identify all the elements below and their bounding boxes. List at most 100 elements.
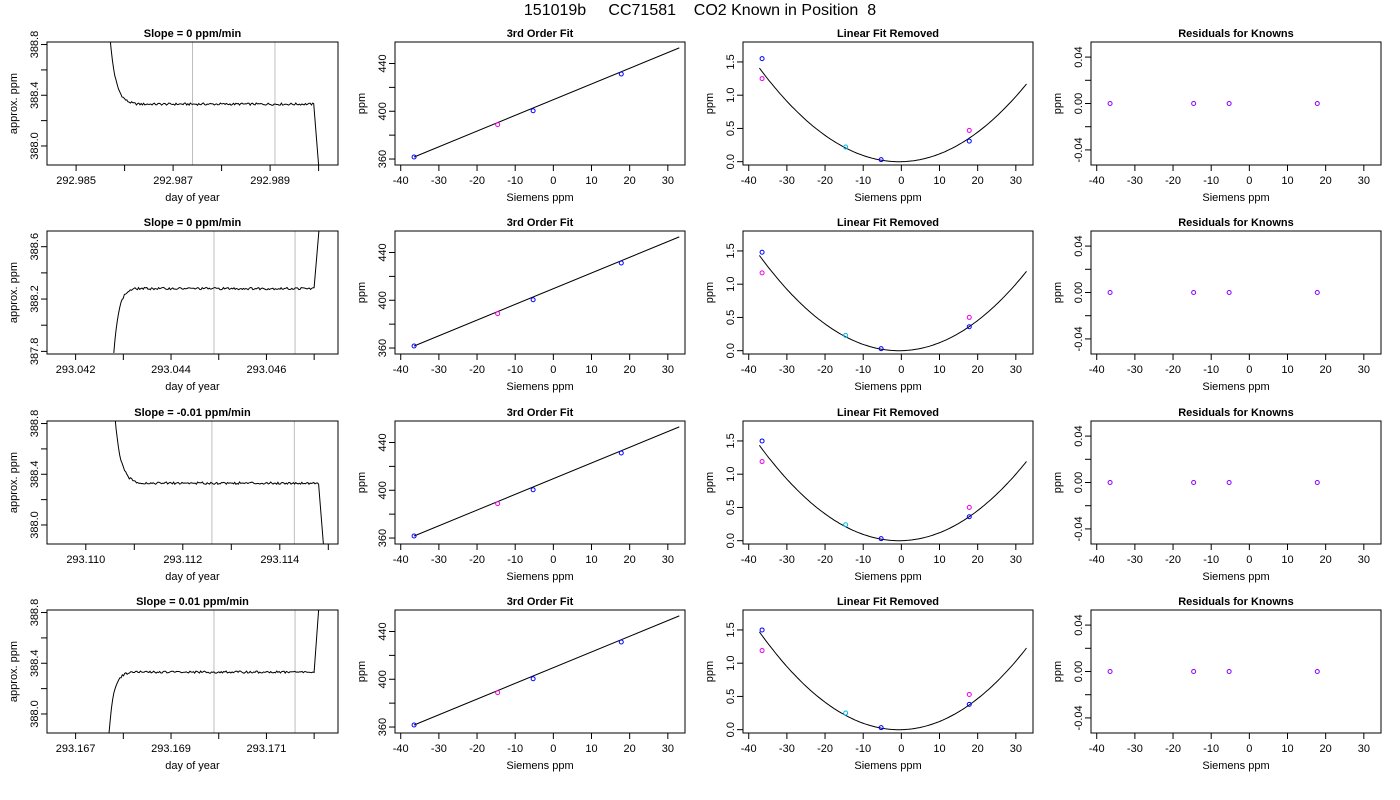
x-tick-label: -20 [469, 175, 485, 187]
x-axis-label: Siemens ppm [506, 760, 573, 772]
y-axis-label: ppm [1052, 661, 1064, 682]
panel-3: Linear Fit Removed -40 -30 -20 -10 0 10 20 30 0.0… [704, 28, 1034, 204]
y-tick-label: 1.5 [725, 54, 737, 69]
x-axis-label: day of year [165, 192, 220, 204]
x-tick-label: -20 [817, 175, 833, 187]
x-tick-label: -20 [469, 743, 485, 755]
x-tick-label: 293.110 [66, 554, 105, 566]
plot-area [108, 610, 320, 733]
x-tick-label: 293.112 [163, 554, 202, 566]
y-axis-label: ppm [356, 93, 368, 114]
y-tick-label: 0.04 [1073, 425, 1085, 446]
plot-area [411, 615, 680, 728]
panel-title: Residuals for Knowns [1178, 596, 1294, 608]
x-tick-label: -10 [507, 175, 523, 187]
y-tick-label: 400 [377, 481, 389, 499]
data-point [411, 533, 417, 539]
x-tick-label: -30 [1127, 175, 1143, 187]
x-tick-label: 0 [898, 175, 904, 187]
plot-frame [394, 609, 686, 734]
x-tick-label: -30 [431, 554, 447, 566]
plot-area [758, 627, 1027, 731]
panel-title: 3rd Order Fit [507, 596, 574, 608]
panel-title: Slope = 0 ppm/min [144, 217, 242, 229]
panel-7: Linear Fit Removed -40 -30 -20 -10 0 10 20 30 0.0… [704, 217, 1034, 393]
y-tick-label: 0.5 [725, 689, 737, 704]
data-point [759, 627, 765, 633]
y-tick-label: 0.0 [725, 722, 737, 737]
data-point [618, 260, 624, 266]
y-tick-label: 440 [377, 433, 389, 451]
x-tick-label: -10 [507, 743, 523, 755]
data-point [759, 249, 765, 255]
fit-line [413, 47, 680, 158]
data-point [759, 459, 765, 465]
y-tick-label: 0.5 [725, 310, 737, 325]
y-tick-label: 388.2 [29, 285, 41, 313]
y-tick-label: -0.04 [1073, 516, 1085, 541]
x-tick-label: 30 [662, 554, 674, 566]
x-tick-label: 20 [972, 554, 984, 566]
x-tick-label: -10 [855, 175, 871, 187]
data-point [759, 648, 765, 654]
plot-area [113, 231, 320, 354]
x-tick-label: 20 [972, 175, 984, 187]
analyzer-trace [108, 610, 320, 733]
data-point [759, 56, 765, 62]
x-tick-label: -10 [1203, 364, 1219, 376]
plot-frame [1090, 609, 1382, 734]
analyzer-trace [114, 421, 324, 544]
x-tick-label: -30 [431, 364, 447, 376]
fit-curve [758, 255, 1027, 352]
x-tick-label: 292.987 [153, 175, 193, 187]
data-point [530, 487, 536, 493]
y-tick-label: 0.0 [725, 343, 737, 358]
x-tick-label: -10 [855, 554, 871, 566]
x-tick-label: -40 [1089, 175, 1105, 187]
data-point [843, 144, 849, 150]
x-tick-label: 10 [933, 364, 945, 376]
panel-title: 3rd Order Fit [507, 28, 574, 40]
x-axis-label: Siemens ppm [854, 381, 921, 393]
data-point [411, 343, 417, 349]
x-tick-label: 10 [1281, 743, 1293, 755]
panel-title: Residuals for Knowns [1178, 28, 1294, 40]
plot-frame [742, 230, 1034, 355]
x-tick-label: 293.169 [151, 743, 191, 755]
panel-title: 3rd Order Fit [507, 217, 574, 229]
x-tick-label: 293.046 [247, 364, 287, 376]
x-tick-label: -20 [469, 364, 485, 376]
x-tick-label: -10 [1203, 554, 1219, 566]
y-tick-label: 0.5 [725, 121, 737, 136]
x-tick-label: 293.044 [151, 364, 191, 376]
plot-area [758, 56, 1027, 163]
x-axis-label: Siemens ppm [506, 192, 573, 204]
y-tick-label: 1.5 [725, 622, 737, 637]
panel-title: Linear Fit Removed [837, 407, 939, 419]
y-tick-label: 360 [377, 718, 389, 736]
x-axis-label: day of year [165, 381, 220, 393]
analyzer-trace [109, 42, 320, 165]
y-tick-label: 388.8 [29, 410, 41, 438]
plot-frame [394, 41, 686, 166]
y-tick-label: -0.04 [1073, 326, 1085, 351]
y-tick-label: -0.04 [1073, 137, 1085, 162]
data-point [878, 157, 884, 163]
plot-frame [742, 41, 1034, 166]
x-tick-label: -30 [1127, 554, 1143, 566]
data-point [843, 522, 849, 528]
y-tick-label: 388.4 [29, 81, 41, 109]
panel-13: Slope = 0.01 ppm/min 293.167 293.169 293.17… [8, 596, 339, 772]
data-point [1226, 290, 1232, 295]
panel-title: Linear Fit Removed [837, 28, 939, 40]
x-tick-label: 10 [585, 743, 597, 755]
x-tick-label: 0 [898, 743, 904, 755]
panel-8: Residuals for Knowns -40 -30 -20 -10 0 10 20 30 -… [1052, 217, 1382, 393]
x-tick-label: 30 [662, 175, 674, 187]
x-tick-label: -20 [1165, 743, 1181, 755]
data-point [495, 690, 501, 696]
x-tick-label: -20 [469, 554, 485, 566]
x-axis-label: Siemens ppm [854, 760, 921, 772]
x-tick-label: -10 [855, 364, 871, 376]
data-point [495, 311, 501, 317]
